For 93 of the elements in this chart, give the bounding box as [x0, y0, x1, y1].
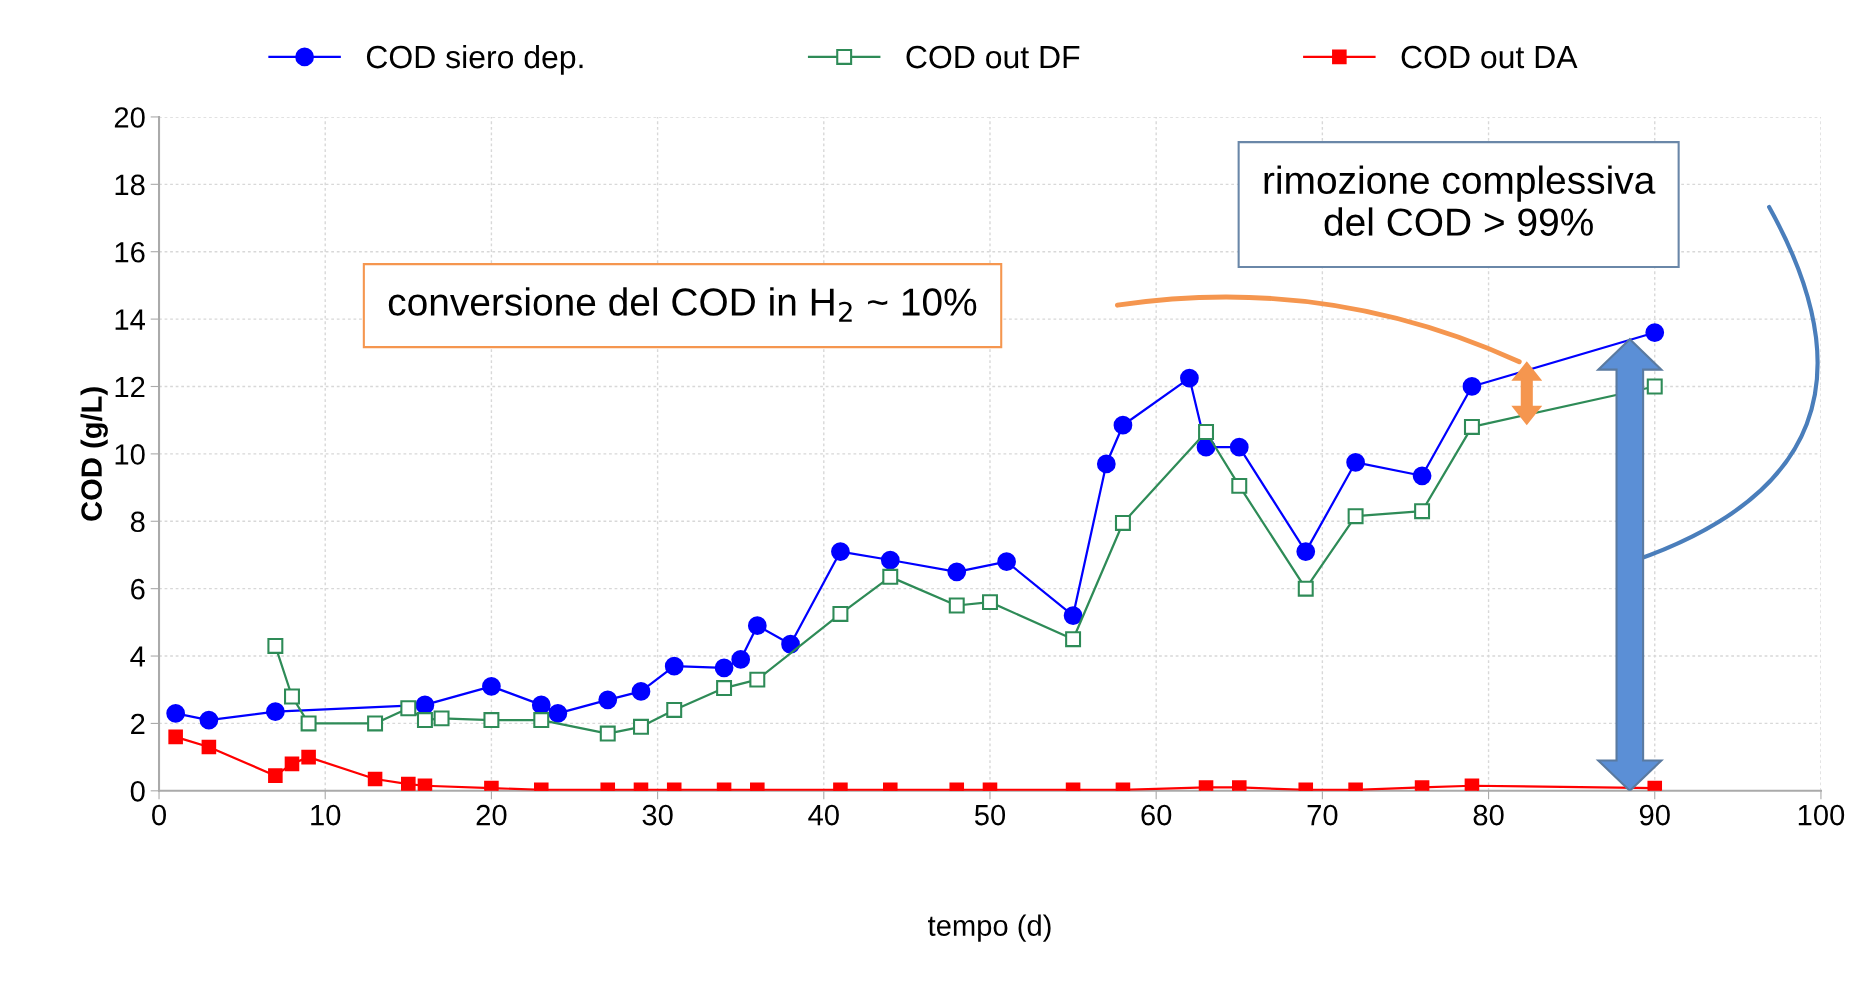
x-tick-label: 0 — [152, 804, 166, 826]
x-tick-label: 10 — [311, 804, 341, 826]
point — [1296, 542, 1316, 561]
point — [831, 542, 850, 561]
point — [268, 768, 283, 783]
point — [1231, 477, 1248, 494]
x-tick-label: 20 — [476, 804, 507, 826]
point — [664, 656, 684, 676]
point — [1464, 778, 1480, 791]
y-tick-label: 0 — [130, 781, 145, 802]
point — [199, 710, 219, 730]
x-tick-label: 40 — [808, 804, 839, 826]
x-tick-label: 30 — [642, 804, 673, 826]
y-axis-title: COD (g/L) — [80, 387, 108, 521]
point — [747, 616, 767, 636]
point — [1113, 415, 1133, 435]
y-tick-label: 6 — [131, 578, 145, 600]
point — [416, 712, 433, 729]
point — [400, 700, 417, 717]
point — [201, 739, 217, 755]
y-tick-label: 14 — [115, 309, 145, 330]
point — [301, 749, 316, 765]
x-tick-label: 50 — [974, 804, 1006, 826]
point — [1462, 377, 1482, 396]
point — [367, 771, 383, 787]
point — [1346, 452, 1365, 472]
point — [1463, 418, 1480, 435]
y-tick-label: 16 — [115, 241, 145, 263]
point — [548, 703, 568, 723]
x-tick-label: 80 — [1473, 804, 1504, 826]
point — [1180, 368, 1199, 388]
point — [1297, 580, 1314, 597]
y-tick-label: 8 — [130, 511, 145, 533]
point — [880, 550, 900, 570]
point — [533, 712, 550, 729]
point — [1229, 437, 1249, 457]
legend-label: COD out DF — [906, 45, 1080, 69]
point — [415, 695, 435, 715]
x-tick-label: 100 — [1798, 804, 1845, 826]
annotation: conversione del COD in H$_{2}$ ~ 10% — [388, 287, 977, 322]
point — [482, 676, 501, 696]
point — [1096, 454, 1116, 474]
x-tick-label: 60 — [1141, 804, 1172, 826]
point — [531, 695, 551, 715]
y-tick-label: 18 — [115, 174, 145, 196]
point — [598, 690, 618, 710]
legend-label: COD siero dep. — [366, 44, 583, 75]
point — [367, 715, 384, 732]
point — [401, 776, 416, 791]
y-tick-label: 12 — [115, 376, 145, 398]
point — [1412, 466, 1432, 486]
point — [781, 634, 800, 654]
point — [1065, 631, 1082, 648]
x-tick-label: 70 — [1307, 804, 1338, 826]
point — [633, 718, 649, 735]
point — [947, 562, 967, 582]
point — [832, 605, 849, 622]
y-tick-label: 4 — [130, 646, 145, 667]
point — [433, 710, 450, 727]
point — [1198, 423, 1215, 440]
point — [882, 568, 899, 585]
point — [166, 703, 186, 723]
point — [300, 715, 317, 732]
point — [997, 552, 1016, 572]
annotation: rimozione complessiva del COD > 99% — [1264, 165, 1656, 236]
point — [948, 597, 965, 614]
y-tick-label: 10 — [115, 444, 145, 465]
point — [666, 701, 683, 718]
point — [267, 637, 284, 654]
point — [1645, 323, 1665, 342]
point — [631, 682, 651, 701]
point — [716, 680, 733, 697]
legend-label: COD out DA — [1401, 45, 1578, 69]
point — [749, 671, 766, 688]
x-tick-label: 90 — [1639, 804, 1670, 826]
y-tick-label: 20 — [114, 107, 145, 128]
point — [599, 725, 616, 742]
point — [265, 702, 285, 722]
point — [1347, 508, 1364, 525]
point — [1114, 514, 1131, 531]
x-axis-title: tempo (d) — [928, 914, 1051, 942]
point — [284, 688, 300, 705]
point — [982, 594, 998, 611]
y-tick-label: 2 — [131, 713, 145, 734]
point — [1414, 503, 1431, 520]
point — [284, 756, 300, 772]
point — [731, 650, 751, 669]
point — [417, 778, 433, 791]
point — [714, 658, 734, 678]
point — [168, 729, 183, 745]
point — [483, 712, 500, 729]
point — [1646, 378, 1663, 395]
point — [1063, 606, 1083, 625]
